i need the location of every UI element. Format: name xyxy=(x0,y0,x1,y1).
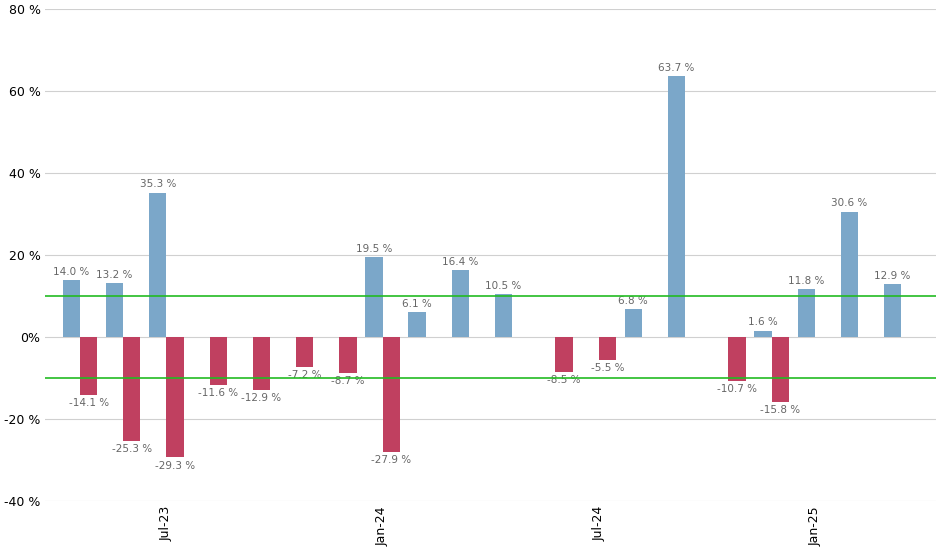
Text: 63.7 %: 63.7 % xyxy=(658,63,695,73)
Text: -7.2 %: -7.2 % xyxy=(288,370,321,380)
Bar xyxy=(409,312,426,337)
Text: 6.8 %: 6.8 % xyxy=(619,296,649,306)
Text: 1.6 %: 1.6 % xyxy=(748,317,777,327)
Bar xyxy=(106,283,123,337)
Bar xyxy=(383,337,400,452)
Bar xyxy=(296,337,313,367)
Text: 6.1 %: 6.1 % xyxy=(402,299,432,309)
Bar xyxy=(210,337,227,385)
Text: -5.5 %: -5.5 % xyxy=(590,363,624,373)
Text: -25.3 %: -25.3 % xyxy=(112,444,152,454)
Text: 30.6 %: 30.6 % xyxy=(831,199,868,208)
Bar xyxy=(123,337,140,441)
Text: -12.9 %: -12.9 % xyxy=(242,393,282,404)
Text: 19.5 %: 19.5 % xyxy=(355,244,392,254)
Text: -8.5 %: -8.5 % xyxy=(547,376,581,386)
Bar xyxy=(772,337,789,402)
Text: 12.9 %: 12.9 % xyxy=(874,271,911,281)
Bar xyxy=(149,192,166,337)
Text: -27.9 %: -27.9 % xyxy=(371,455,412,465)
Text: 35.3 %: 35.3 % xyxy=(140,179,176,189)
Bar xyxy=(884,284,901,337)
Text: -10.7 %: -10.7 % xyxy=(717,384,757,394)
Bar xyxy=(797,289,815,337)
Bar xyxy=(366,257,383,337)
Text: -15.8 %: -15.8 % xyxy=(760,405,800,415)
Text: 10.5 %: 10.5 % xyxy=(485,281,522,291)
Text: 14.0 %: 14.0 % xyxy=(54,267,89,277)
Text: -11.6 %: -11.6 % xyxy=(198,388,239,398)
Bar xyxy=(599,337,616,360)
Text: 16.4 %: 16.4 % xyxy=(442,257,478,267)
Text: -14.1 %: -14.1 % xyxy=(69,398,109,409)
Bar xyxy=(840,212,858,337)
Bar xyxy=(253,337,270,390)
Text: 11.8 %: 11.8 % xyxy=(788,276,824,285)
Bar xyxy=(728,337,745,381)
Bar xyxy=(556,337,572,372)
Bar xyxy=(339,337,356,373)
Text: -29.3 %: -29.3 % xyxy=(155,461,196,471)
Text: 13.2 %: 13.2 % xyxy=(97,270,133,280)
Text: -8.7 %: -8.7 % xyxy=(331,376,365,386)
Bar xyxy=(452,270,469,337)
Bar xyxy=(166,337,183,458)
Bar xyxy=(624,310,642,337)
Bar xyxy=(754,331,772,337)
Bar xyxy=(495,294,512,337)
Bar xyxy=(80,337,97,395)
Bar xyxy=(63,280,80,337)
Bar xyxy=(667,76,685,337)
